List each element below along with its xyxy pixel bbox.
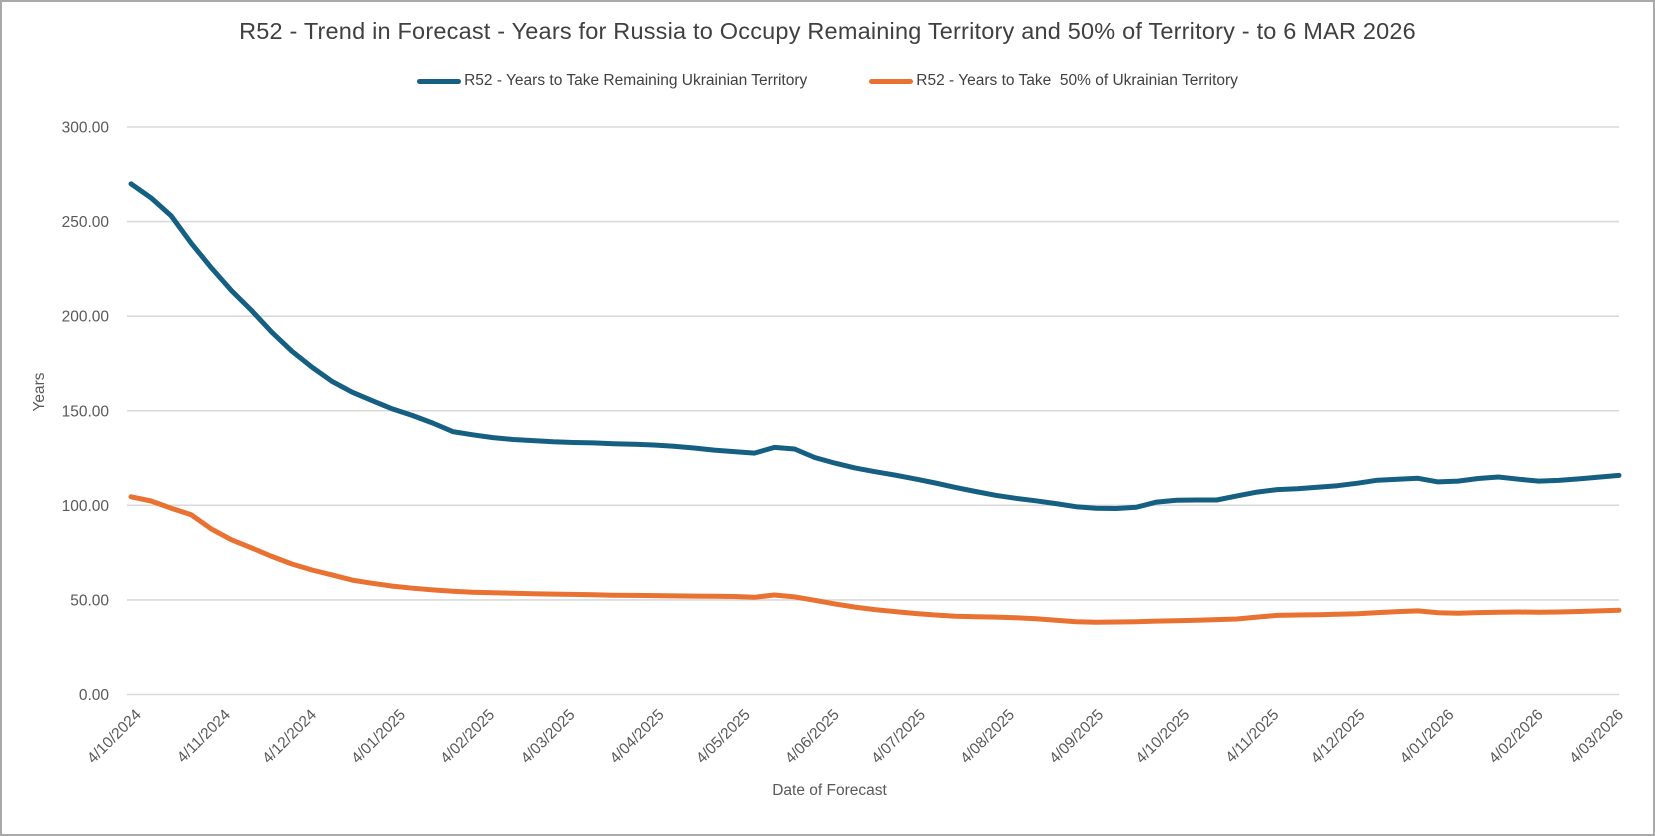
y-tick-label: 300.00 [62, 120, 110, 137]
x-tick-label: 4/11/2024 [174, 706, 234, 766]
x-tick-label: 4/01/2025 [348, 706, 409, 767]
y-tick-label: 200.00 [62, 309, 110, 326]
legend: R52 - Years to Take Remaining Ukrainian … [2, 72, 1653, 90]
legend-item-50pct-territory: R52 - Years to Take 50% of Ukrainian Ter… [869, 72, 1238, 90]
x-tick-label: 4/07/2025 [868, 706, 929, 767]
x-tick-label: 4/04/2025 [607, 706, 668, 767]
y-tick-label: 150.00 [62, 403, 110, 420]
legend-item-remaining-territory: R52 - Years to Take Remaining Ukrainian … [417, 72, 807, 90]
x-tick-label: 4/12/2024 [259, 706, 320, 767]
x-tick-label: 4/02/2025 [437, 706, 498, 767]
x-axis-title: Date of Forecast [772, 782, 887, 799]
x-tick-label: 4/02/2026 [1486, 706, 1547, 767]
x-tick-label: 4/05/2025 [693, 706, 754, 767]
x-tick-label: 4/10/2024 [84, 706, 145, 767]
y-tick-label: 0.00 [79, 687, 110, 704]
x-tick-label: 4/12/2025 [1308, 706, 1369, 767]
x-tick-label: 4/11/2025 [1222, 706, 1282, 766]
x-tick-label: 4/03/2025 [518, 706, 579, 767]
legend-line-swatch-blue [417, 78, 462, 84]
y-tick-label: 100.00 [62, 498, 110, 515]
legend-line-swatch-orange [869, 78, 914, 84]
legend-label: R52 - Years to Take Remaining Ukrainian … [464, 72, 808, 89]
series-line-remaining-territory [128, 181, 1622, 511]
y-tick-label: 50.00 [70, 592, 109, 609]
x-tick-label: 4/03/2026 [1566, 706, 1627, 767]
x-tick-label: 4/10/2025 [1133, 706, 1194, 767]
y-tick-label: 250.00 [62, 214, 110, 231]
x-tick-label: 4/01/2026 [1397, 706, 1458, 767]
series-line-50pct-territory [128, 494, 1622, 625]
x-tick-label: 4/09/2025 [1046, 706, 1107, 767]
chart-title: R52 - Trend in Forecast - Years for Russ… [239, 18, 1416, 44]
x-tick-label: 4/08/2025 [957, 706, 1018, 767]
legend-label: R52 - Years to Take 50% of Ukrainian Ter… [916, 72, 1238, 89]
x-tick-label: 4/06/2025 [782, 706, 843, 767]
